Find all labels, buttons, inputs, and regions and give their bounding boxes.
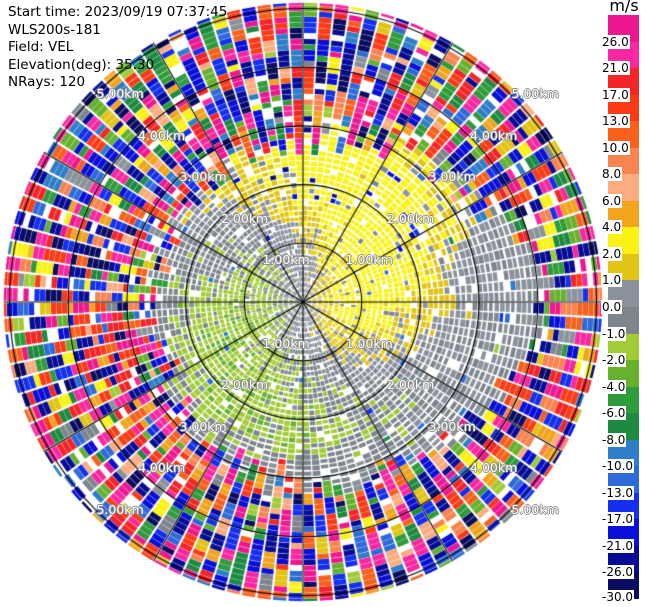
colorbar-tick-label: -1.0 <box>601 326 627 341</box>
meta-device-name: WLS200s-181 <box>8 21 101 38</box>
colorbar-tick-label: -30.0 <box>601 590 635 604</box>
colorbar-tick-label: -17.0 <box>601 512 635 527</box>
colorbar-tick-label: 8.0 <box>601 167 623 182</box>
colorbar-tick-label: -4.0 <box>601 379 627 394</box>
range-ring-label: 2.00km <box>387 210 435 226</box>
colorbar-tick-label: 17.0 <box>601 87 630 102</box>
colorbar-tick-label: 26.0 <box>601 34 630 49</box>
range-ring-label: 1.00km <box>262 252 310 268</box>
range-ring-label: 4.00km <box>470 460 518 476</box>
colorbar-tick-label: 21.0 <box>601 61 630 76</box>
colorbar-tick-label: -21.0 <box>601 538 635 553</box>
range-ring-label: 2.00km <box>220 377 269 392</box>
range-ring-label: 3.00km <box>428 418 476 434</box>
colorbar-tick-label: -6.0 <box>601 406 627 421</box>
range-ring-label: 2.00km <box>387 377 435 392</box>
colorbar-tick-label: 10.0 <box>601 140 630 155</box>
range-ring-label: 2.00km <box>220 210 269 226</box>
meta-field: Field: VEL <box>8 39 74 56</box>
colorbar-tick-label: 6.0 <box>601 193 623 208</box>
range-ring-label: 1.00km <box>345 252 393 268</box>
colorbar-tick-label: 1.0 <box>601 273 623 288</box>
colorbar-tick-label: -8.0 <box>601 432 627 447</box>
colorbar-tick-label: -26.0 <box>601 565 635 580</box>
colorbar-title: m/s <box>609 0 639 15</box>
range-ring-label: 1.00km <box>345 335 393 351</box>
range-ring-label: 1.00km <box>262 335 310 351</box>
colorbar-tick-label: -2.0 <box>601 353 627 368</box>
range-ring-label: 3.00km <box>428 169 476 185</box>
meta-nrays: NRays: 120 <box>8 74 86 91</box>
colorbar-tick-label: 0.0 <box>601 300 623 314</box>
meta-start-time: Start time: 2023/09/19 07:37:45 <box>8 4 228 20</box>
colorbar-tick-label: -10.0 <box>601 459 635 474</box>
colorbar-tick-label: 2.0 <box>601 246 623 261</box>
meta-elevation: Elevation(deg): 35.30 <box>8 56 155 73</box>
range-ring-label: 3.00km <box>179 169 227 185</box>
colorbar-tick-label: 4.0 <box>601 220 623 235</box>
range-ring-label: 5.00km <box>96 86 144 102</box>
range-ring-label: 5.00km <box>511 86 559 102</box>
plot-metadata: Start time: 2023/09/19 07:37:45 WLS200s-… <box>8 4 227 92</box>
colorbar-tick-label: -13.0 <box>601 485 635 500</box>
range-ring-label: 4.00km <box>137 127 186 143</box>
range-ring-label: 3.00km <box>179 418 227 434</box>
range-ring-label: 5.00km <box>511 501 559 517</box>
range-ring-label: 5.00km <box>96 501 144 517</box>
colorbar-tick-label: 13.0 <box>601 114 630 129</box>
range-ring-label: 4.00km <box>470 127 518 143</box>
range-ring-label: 4.00km <box>137 460 186 476</box>
